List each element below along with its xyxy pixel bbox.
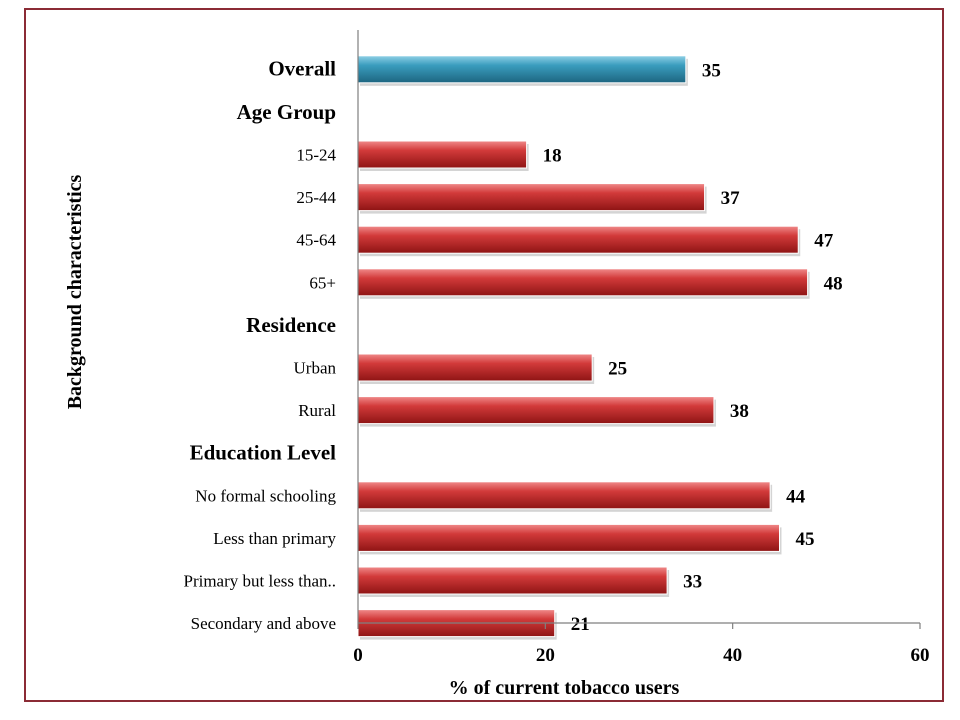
category-label: 65+ xyxy=(309,273,336,292)
bar xyxy=(357,566,668,595)
bar xyxy=(357,55,687,84)
bar xyxy=(357,396,715,425)
bar xyxy=(357,183,706,212)
chart-svg: Overall 35 Age Group 15-24 18 25-44 37 45-64 47 6… xyxy=(64,30,930,699)
data-label: 47 xyxy=(814,231,834,252)
data-label: 21 xyxy=(571,614,590,635)
category-label: Less than primary xyxy=(213,529,336,548)
category-label: Urban xyxy=(294,359,337,378)
category-label: 25-44 xyxy=(296,188,336,207)
data-label: 33 xyxy=(683,572,702,593)
data-label: 25 xyxy=(608,359,627,380)
bar xyxy=(357,225,799,254)
bar xyxy=(357,353,593,382)
category-label: 15-24 xyxy=(296,146,336,165)
category-label: Primary but less than.. xyxy=(183,572,336,591)
bar xyxy=(357,268,809,297)
category-label: Secondary and above xyxy=(191,614,336,633)
group-label: Residence xyxy=(246,313,336,337)
group-label: Education Level xyxy=(190,441,337,465)
x-tick-label: 0 xyxy=(353,645,363,666)
x-tick-label: 60 xyxy=(911,645,930,666)
data-label: 38 xyxy=(730,401,749,422)
x-axis-title: % of current tobacco users xyxy=(449,677,680,699)
data-label: 18 xyxy=(543,146,562,167)
data-label: 44 xyxy=(786,486,806,507)
category-label: 45-64 xyxy=(296,231,336,250)
x-tick-label: 40 xyxy=(723,645,742,666)
plot-area: Overall 35 Age Group 15-24 18 25-44 37 45-64 47 6… xyxy=(64,30,930,699)
group-label: Age Group xyxy=(237,100,336,124)
category-label: No formal schooling xyxy=(195,486,336,505)
category-label: Overall xyxy=(268,56,336,80)
y-axis-title: Background characteristics xyxy=(64,174,86,409)
data-label: 48 xyxy=(824,273,843,294)
bar xyxy=(357,140,528,169)
data-label: 35 xyxy=(702,60,721,81)
data-label: 45 xyxy=(796,529,815,550)
x-tick-label: 20 xyxy=(536,645,555,666)
bar xyxy=(357,481,771,510)
bar xyxy=(357,523,780,552)
chart-frame: Overall 35 Age Group 15-24 18 25-44 37 45-64 47 6… xyxy=(24,8,944,702)
data-label: 37 xyxy=(721,188,741,209)
category-label: Rural xyxy=(298,401,336,420)
